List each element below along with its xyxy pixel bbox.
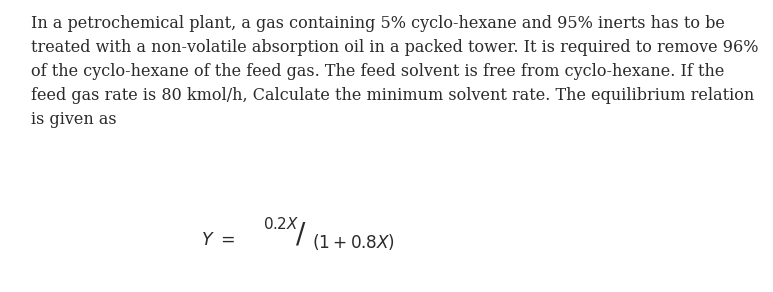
Text: In a petrochemical plant, a gas containing 5% cyclo-hexane and 95% inerts has to: In a petrochemical plant, a gas containi… [31,15,758,128]
Text: $(1 + 0.8\mathit{X})$: $(1 + 0.8\mathit{X})$ [312,232,394,252]
Text: $/$: $/$ [295,221,307,248]
Text: $\mathit{Y}\ =$: $\mathit{Y}\ =$ [201,232,235,249]
Text: $0.2\mathit{X}$: $0.2\mathit{X}$ [263,216,298,232]
